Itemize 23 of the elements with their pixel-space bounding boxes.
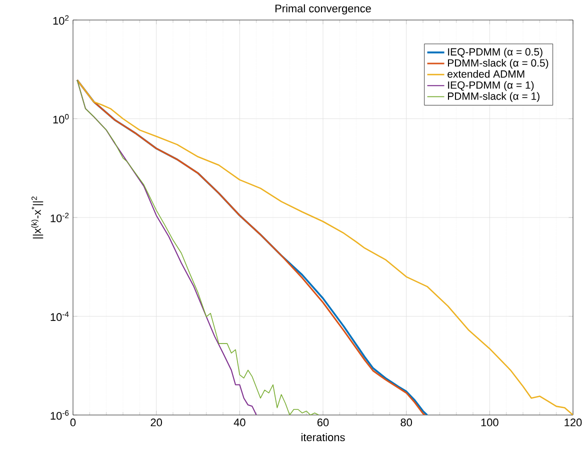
x-tick-label: 40 <box>234 418 246 426</box>
x-tick-label: 20 <box>150 418 162 426</box>
x-tick-label: 60 <box>317 418 329 426</box>
line-series <box>76 80 320 416</box>
legend-label: PDMM-slack (α = 1) <box>448 92 540 102</box>
y-tick-label: 10$^{-2}$ <box>50 212 69 222</box>
legend-label: IEQ-PDMM (α = 1) <box>448 81 534 91</box>
y-tick-label: 10$^{2}$ <box>53 15 69 25</box>
legend-label: PDMM-slack (α = 0.5) <box>448 58 548 69</box>
y-axis-title: ||x$^{(k)}$-x$^{*}$||$^{2}$ <box>31 196 44 238</box>
line-series <box>76 79 257 416</box>
y-tick-label: 10$^{0}$ <box>53 114 69 124</box>
y-tick-label: 10$^{-4}$ <box>50 312 69 321</box>
x-axis-title: iterations <box>302 433 345 442</box>
x-tick-label: 120 <box>564 418 582 426</box>
y-tick-label: 10$^{-6}$ <box>50 410 69 420</box>
x-tick-label: 80 <box>400 418 412 426</box>
legend-label: extended ADMM <box>448 70 524 78</box>
chart-title: Primal convergence <box>275 4 371 14</box>
x-tick-label: 100 <box>481 418 498 426</box>
x-tick-label: 0 <box>70 418 76 426</box>
line-series <box>76 79 574 416</box>
legend-label: IEQ-PDMM (α = 0.5) <box>448 48 542 58</box>
